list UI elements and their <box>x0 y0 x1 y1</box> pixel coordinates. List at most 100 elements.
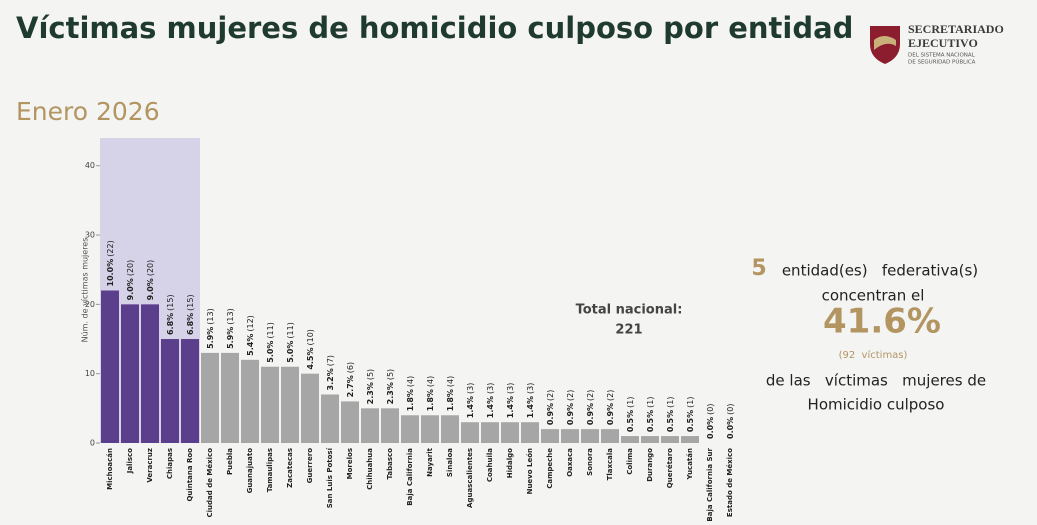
summary-text: de las víctimas mujeres de <box>766 372 986 390</box>
bar <box>361 408 379 443</box>
value-label: 5.4% (12) <box>246 315 255 356</box>
value-label: 0.9% (2) <box>566 390 575 426</box>
value-label: 0.0% (0) <box>706 403 715 439</box>
share-label: 1.8% <box>446 389 455 411</box>
share-label: 6.8% <box>166 313 175 335</box>
summary-text: entidad(es) federativa(s) <box>782 262 978 280</box>
value-label: 10.0% (22) <box>106 240 115 286</box>
count-label: (13) <box>226 308 235 324</box>
share-label: 10.0% <box>106 259 115 287</box>
y-tick-label: 10 <box>85 369 95 378</box>
share-label: 0.5% <box>666 410 675 432</box>
bar <box>541 429 559 443</box>
share-label: 0.9% <box>546 403 555 425</box>
bar <box>421 415 439 443</box>
total-label: Total nacional: <box>576 303 683 318</box>
bar <box>501 422 519 443</box>
summary-victims: (92 víctimas) <box>839 349 908 361</box>
x-tick-label: Baja California Sur <box>706 447 714 521</box>
value-label: 2.7% (6) <box>346 362 355 398</box>
x-tick-label: Querétaro <box>666 448 674 488</box>
count-label: (3) <box>526 383 535 394</box>
value-label: 1.8% (4) <box>446 376 455 412</box>
count-label: (4) <box>406 376 415 387</box>
share-label: 1.4% <box>526 396 535 418</box>
share-label: 2.3% <box>366 382 375 404</box>
bar <box>561 429 579 443</box>
y-tick-label: 20 <box>85 300 95 309</box>
bar <box>461 422 479 443</box>
x-tick-label: Chihuahua <box>366 448 374 490</box>
chart-subtitle: Enero 2026 <box>16 97 160 126</box>
summary-text: Homicidio culposo <box>808 396 945 414</box>
share-label: 2.3% <box>386 382 395 404</box>
bar <box>401 415 419 443</box>
value-label: 1.8% (4) <box>406 376 415 412</box>
count-label: (5) <box>366 369 375 380</box>
bar <box>201 352 219 443</box>
x-tick-label: Ciudad de México <box>206 448 214 518</box>
bar <box>121 304 139 443</box>
count-label: (2) <box>606 390 615 401</box>
bar <box>641 436 659 443</box>
value-label: 9.0% (20) <box>126 260 135 301</box>
summary-share: 41.6% <box>823 302 941 342</box>
summary-count: 5 <box>751 256 766 281</box>
share-label: 9.0% <box>146 278 155 300</box>
share-label: 0.5% <box>646 410 655 432</box>
value-label: 0.9% (2) <box>606 390 615 426</box>
share-label: 0.0% <box>706 417 715 439</box>
logo-text: DEL SISTEMA NACIONAL <box>908 53 976 59</box>
x-tick-label: Estado de México <box>726 448 734 517</box>
chart-title: Víctimas mujeres de homicidio culposo po… <box>16 11 853 45</box>
bar <box>341 401 359 443</box>
bar <box>141 304 159 443</box>
value-label: 1.4% (3) <box>526 383 535 419</box>
share-label: 0.5% <box>626 410 635 432</box>
value-label: 1.4% (3) <box>506 383 515 419</box>
count-label: (3) <box>466 383 475 394</box>
count-label: (1) <box>666 397 675 408</box>
share-label: 6.8% <box>186 313 195 335</box>
share-label: 1.8% <box>426 389 435 411</box>
share-label: 0.0% <box>726 417 735 439</box>
count-label: (3) <box>486 383 495 394</box>
share-label: 5.4% <box>246 334 255 356</box>
bar <box>241 359 259 443</box>
value-label: 5.0% (11) <box>286 322 295 363</box>
value-label: 0.9% (2) <box>586 390 595 426</box>
value-label: 0.5% (1) <box>626 397 635 433</box>
value-label: 5.9% (13) <box>226 308 235 349</box>
bar <box>101 290 119 443</box>
count-label: (4) <box>446 376 455 387</box>
bar <box>301 373 319 443</box>
bar <box>581 429 599 443</box>
bar <box>221 352 239 443</box>
count-label: (15) <box>166 294 175 310</box>
value-label: 0.9% (2) <box>546 390 555 426</box>
count-label: (5) <box>386 369 395 380</box>
x-tick-label: Jalisco <box>126 448 134 474</box>
x-tick-label: Colima <box>626 448 634 475</box>
x-tick-label: Sonora <box>586 448 594 476</box>
x-tick-label: Sinaloa <box>446 448 454 477</box>
count-label: (1) <box>626 397 635 408</box>
x-tick-label: Puebla <box>226 448 234 475</box>
value-label: 6.8% (15) <box>186 294 195 335</box>
share-label: 4.5% <box>306 347 315 369</box>
value-label: 0.5% (1) <box>686 397 695 433</box>
value-label: 5.0% (11) <box>266 322 275 363</box>
count-label: (6) <box>346 362 355 373</box>
x-tick-label: Nayarit <box>426 447 434 477</box>
share-label: 1.4% <box>466 396 475 418</box>
value-label: 3.2% (7) <box>326 355 335 391</box>
x-tick-label: Oaxaca <box>566 448 574 477</box>
total-value: 221 <box>615 323 642 338</box>
share-label: 3.2% <box>326 368 335 390</box>
x-tick-label: Tlaxcala <box>606 448 614 481</box>
bar <box>321 394 339 443</box>
y-tick-label: 30 <box>85 231 95 240</box>
count-label: (2) <box>586 390 595 401</box>
value-label: 5.9% (13) <box>206 308 215 349</box>
